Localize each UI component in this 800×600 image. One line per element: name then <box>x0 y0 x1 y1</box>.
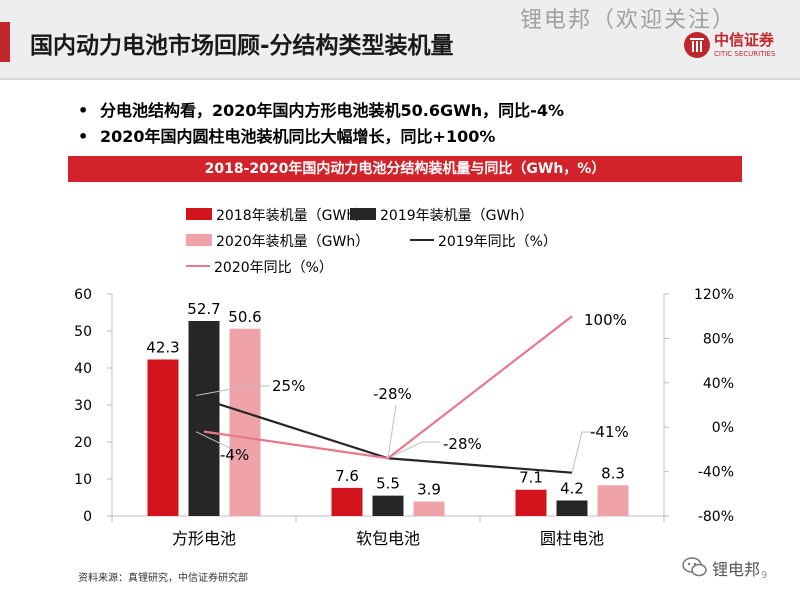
bar-data-label: 52.7 <box>187 300 220 318</box>
citic-logo: 中信证券 CITIC SECURITIES <box>680 26 790 66</box>
watermark-text: 锂电邦（欢迎关注） <box>520 8 737 33</box>
citic-logo-icon <box>684 32 710 58</box>
bar-data-label: 4.2 <box>560 479 584 497</box>
line-data-label: -28% <box>373 385 412 403</box>
chart-title: 2018-2020年国内动力电池分结构装机量与同比（GWh，%） <box>68 156 742 182</box>
y-left-tick-label: 60 <box>74 287 92 303</box>
bullet-text: 分电池结构看，2020年国内方形电池装机50.6GWh，同比-4% <box>100 101 564 120</box>
x-tick-label: 软包电池 <box>356 529 420 548</box>
bar <box>147 359 179 516</box>
line-data-label: -41% <box>590 423 629 441</box>
y-right-tick-label: -80% <box>698 509 734 525</box>
bar <box>229 328 261 516</box>
y-left-tick-label: 50 <box>74 324 92 340</box>
legend-swatch <box>186 208 212 220</box>
x-tick-label: 圆柱电池 <box>540 529 604 548</box>
legend-label: 2019年同比（%） <box>438 234 557 250</box>
legend-label: 2020年装机量（GWh） <box>216 234 369 250</box>
bar-data-label: 3.9 <box>417 481 441 499</box>
legend-label: 2020年同比（%） <box>214 260 333 276</box>
page-number: 9 <box>761 570 768 581</box>
wechat-icon <box>682 557 707 577</box>
leader-line <box>195 431 250 453</box>
bar <box>413 501 445 516</box>
line-data-label: 100% <box>584 311 627 329</box>
y-right-tick-label: 120% <box>694 287 734 303</box>
bullet-item: • 分电池结构看，2020年国内方形电池装机50.6GWh，同比-4% <box>78 101 564 120</box>
y-right-tick-label: -40% <box>698 465 734 481</box>
bar-data-label: 50.6 <box>228 308 261 326</box>
y-left-tick-label: 20 <box>74 435 92 451</box>
bullet-list: • 分电池结构看，2020年国内方形电池装机50.6GWh，同比-4% • 2020… <box>78 98 564 150</box>
leader-line <box>387 404 397 459</box>
leader-line <box>571 431 598 473</box>
logo-brand-en: CITIC SECURITIES <box>714 50 776 58</box>
bar <box>597 485 629 516</box>
bar <box>556 500 588 516</box>
y-right-tick-label: 40% <box>703 376 734 392</box>
bar <box>515 489 547 516</box>
y-left-tick-label: 10 <box>74 472 92 488</box>
y-right-tick-label: 0% <box>712 420 734 436</box>
header-bar <box>0 0 800 80</box>
x-tick-label: 方形电池 <box>172 529 236 548</box>
source-note: 资料来源：真锂研究，中信证券研究部 <box>78 573 248 584</box>
leader-line <box>391 441 440 457</box>
line-data-label: -28% <box>443 435 482 453</box>
bar-data-label: 7.6 <box>335 467 359 485</box>
leader-line <box>195 385 270 396</box>
y-right-tick-label: 80% <box>703 331 734 347</box>
bar <box>372 495 404 516</box>
bullet-text: 2020年国内圆柱电池装机同比大幅增长，同比+100% <box>100 127 496 146</box>
bar-data-label: 7.1 <box>519 469 543 487</box>
wechat-badge: 锂电邦 <box>682 554 777 579</box>
page-title: 国内动力电池市场回顾-分结构类型装机量 <box>30 33 454 59</box>
bar <box>188 321 220 516</box>
logo-brand: 中信证券 <box>714 31 775 49</box>
line-data-label: 25% <box>272 377 305 395</box>
y-left-tick-label: 40 <box>74 361 92 377</box>
y-left-tick-label: 0 <box>83 509 92 525</box>
bar-data-label: 42.3 <box>146 338 179 356</box>
legend-label: 2019年装机量（GWh） <box>380 208 533 224</box>
y-left-tick-label: 30 <box>74 398 92 414</box>
bullet-item: • 2020年国内圆柱电池装机同比大幅增长，同比+100% <box>78 127 496 146</box>
legend-swatch <box>350 208 376 220</box>
line-data-label: -4% <box>220 446 249 464</box>
legend-swatch <box>186 234 212 246</box>
header-accent-strip <box>0 22 10 62</box>
wechat-name: 锂电邦 <box>712 560 761 579</box>
legend-label: 2018年装机量（GWh） <box>216 208 369 224</box>
bar-data-label: 8.3 <box>601 464 625 482</box>
bar <box>331 487 363 516</box>
bar-data-label: 5.5 <box>376 475 400 493</box>
